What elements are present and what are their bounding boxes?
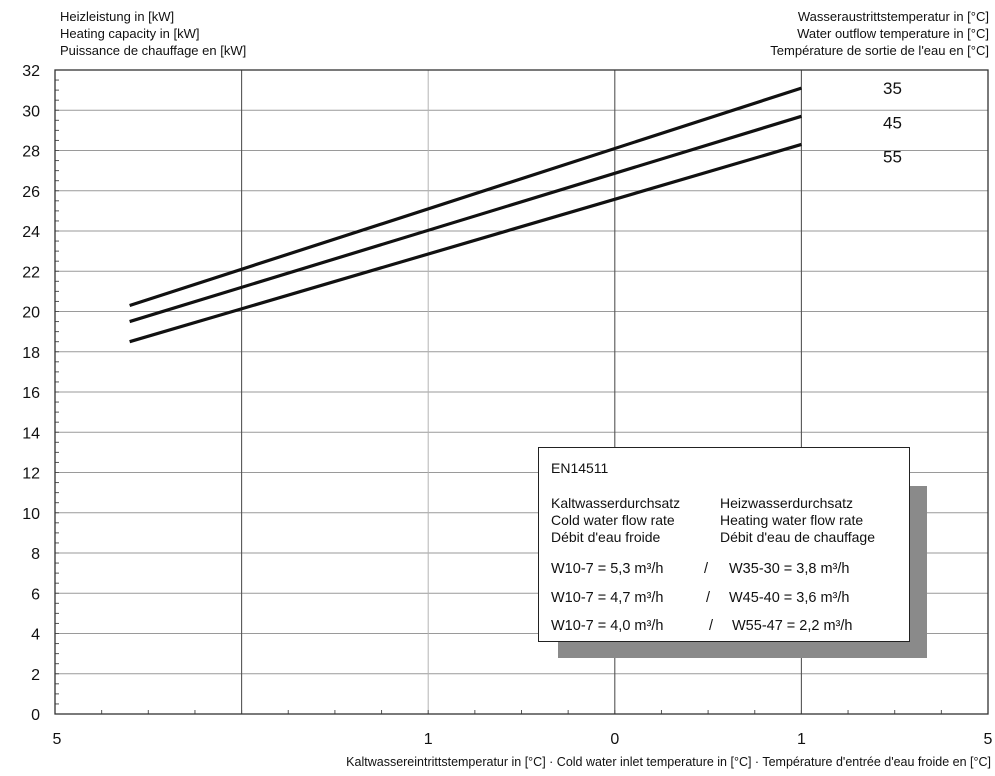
y-tick-label: 2 <box>31 667 40 684</box>
legend-right-header-fr: Débit d'eau de chauffage <box>720 529 875 545</box>
legend-row-heat: W45-40 = 3,6 m³/h <box>729 590 850 606</box>
x-axis-title: Kaltwassereintrittstemperatur in [°C] · … <box>346 755 991 769</box>
y-title-de: Heizleistung in [kW] <box>60 9 175 24</box>
y-title-fr: Puissance de chauffage en [kW] <box>60 43 247 58</box>
legend-row-heat: W55-47 = 2,2 m³/h <box>732 618 853 634</box>
legend-box: EN14511 Kaltwasserdurchsatz Cold water f… <box>538 447 910 642</box>
x-tick-label: 0 <box>610 731 619 748</box>
series-line-35 <box>129 86 802 307</box>
legend-right-header-de: Heizwasserdurchsatz <box>720 495 854 511</box>
y-tick-label: 18 <box>22 345 40 362</box>
y-tick-label: 6 <box>31 586 40 603</box>
series-title-fr: Température de sortie de l'eau en [°C] <box>770 43 989 58</box>
series-line-55 <box>129 142 802 344</box>
y-tick-label: 20 <box>22 305 40 322</box>
legend-row-sep: / <box>709 618 714 634</box>
y-tick-label: 30 <box>22 103 40 120</box>
y-tick-label: 32 <box>22 63 40 80</box>
legend-row-cold: W10-7 = 5,3 m³/h <box>551 561 664 577</box>
series-label-45: 45 <box>883 113 902 132</box>
series-label-35: 35 <box>883 79 902 98</box>
x-tick-label: 1 <box>797 731 806 748</box>
series-title-en: Water outflow temperature in [°C] <box>797 26 989 41</box>
series-line-45 <box>129 114 802 324</box>
y-tick-label: 12 <box>22 466 40 483</box>
legend-row-sep: / <box>706 590 711 606</box>
y-tick-label: 24 <box>22 224 40 241</box>
legend-right-header: Heizwasserdurchsatz Heating water flow r… <box>720 495 875 546</box>
x-tick-label: 1 <box>424 731 433 748</box>
series-label-55: 55 <box>883 147 902 166</box>
legend-row-cold: W10-7 = 4,0 m³/h <box>551 618 664 634</box>
y-tick-label: 10 <box>22 506 40 523</box>
y-tick-label: 26 <box>22 184 40 201</box>
y-tick-label: 0 <box>31 707 40 724</box>
legend-row-heat: W35-30 = 3,8 m³/h <box>729 561 850 577</box>
y-tick-label: 14 <box>22 425 40 442</box>
plot-frame <box>54 69 989 715</box>
legend-right-header-en: Heating water flow rate <box>720 512 864 528</box>
y-tick-label: 22 <box>22 264 40 281</box>
y-tick-label: 28 <box>22 144 40 161</box>
legend-row-sep: / <box>704 561 709 577</box>
legend-row-cold: W10-7 = 4,7 m³/h <box>551 590 664 606</box>
series-title-de: Wasseraustrittstemperatur in [°C] <box>797 9 989 24</box>
legend-left-header-en: Cold water flow rate <box>551 512 675 528</box>
x-tick-label: 5 <box>984 731 993 748</box>
y-tick-label: 16 <box>22 385 40 402</box>
y-title-en: Heating capacity in [kW] <box>60 26 200 41</box>
y-tick-label: 4 <box>31 627 40 644</box>
legend-left-header: Kaltwasserdurchsatz Cold water flow rate… <box>551 495 680 546</box>
legend-left-header-de: Kaltwasserdurchsatz <box>551 495 681 511</box>
legend-standard: EN14511 <box>551 460 609 476</box>
y-tick-label: 8 <box>31 546 40 563</box>
legend-left-header-fr: Débit d'eau froide <box>551 529 661 545</box>
x-tick-label: 5 <box>53 731 62 748</box>
